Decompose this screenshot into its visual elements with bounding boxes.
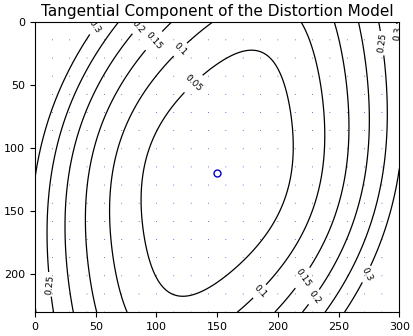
Text: 0.3: 0.3 [392,25,403,41]
Text: 0.1: 0.1 [171,41,188,58]
Text: 0.2: 0.2 [130,18,146,35]
Text: 0.15: 0.15 [143,30,164,51]
Text: 0.25: 0.25 [375,33,387,54]
Text: 0.1: 0.1 [251,283,267,300]
Text: 0.15: 0.15 [292,267,311,289]
Text: 0.3: 0.3 [87,18,102,35]
Text: 0.3: 0.3 [358,266,373,283]
Text: 0.25: 0.25 [44,274,55,295]
Text: 0.05: 0.05 [183,73,203,94]
Text: 0.2: 0.2 [306,289,321,305]
Title: Tangential Component of the Distortion Model: Tangential Component of the Distortion M… [41,4,392,19]
